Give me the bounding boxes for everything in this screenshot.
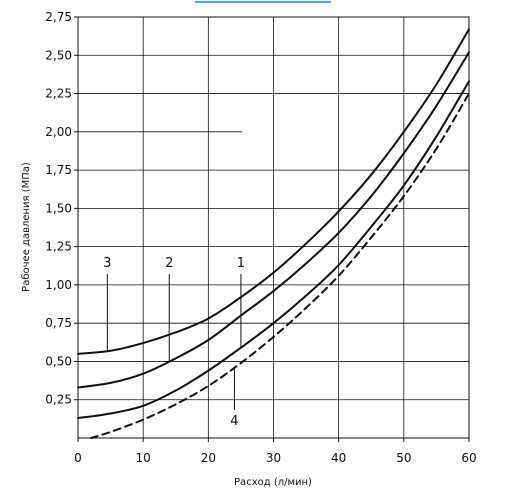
y-tick-label-2,50: 2,50 <box>45 48 72 62</box>
annotation-label-3: 3 <box>103 256 111 271</box>
annotation-group: 3 2 1 4 <box>103 256 245 429</box>
y-tick-label-2,75: 2,75 <box>45 10 72 24</box>
x-tick-label-40: 40 <box>331 451 346 465</box>
top-accent-line <box>195 1 331 3</box>
y-tick-label-1,00: 1,00 <box>45 278 72 292</box>
series-line-1 <box>77 80 470 420</box>
annotation-label-1: 1 <box>237 256 245 271</box>
grid-lines <box>78 17 469 438</box>
y-tick-label-0,50: 0,50 <box>45 354 72 368</box>
series-group <box>77 28 470 439</box>
y-axis-title: Рабочее давления (МПа) <box>21 162 32 292</box>
y-tick-label-2,25: 2,25 <box>45 87 72 101</box>
y-tick-label-1,50: 1,50 <box>45 201 72 215</box>
axis-group: 0 10 20 30 40 50 60 0,25 0,50 0,75 1,00 1,25 1,50 1,7… <box>45 10 476 465</box>
x-tick-label-10: 10 <box>136 451 151 465</box>
x-tick-label-60: 60 <box>461 451 476 465</box>
y-tick-label-0,75: 0,75 <box>45 316 72 330</box>
annotation-label-2: 2 <box>165 256 173 271</box>
y-tick-label-1,75: 1,75 <box>45 163 72 177</box>
x-tick-label-30: 30 <box>266 451 281 465</box>
x-tick-label-0: 0 <box>74 451 82 465</box>
x-axis-title: Расход (л/мин) <box>234 477 312 488</box>
x-tick-label-20: 20 <box>201 451 216 465</box>
y-tick-label-2,00: 2,00 <box>45 125 72 139</box>
series-line-2 <box>77 51 470 389</box>
y-tick-label-0,25: 0,25 <box>45 393 72 407</box>
x-tick-label-50: 50 <box>396 451 411 465</box>
series-line-3 <box>77 28 470 355</box>
y-tick-label-1,25: 1,25 <box>45 240 72 254</box>
series-line-4 <box>90 92 470 439</box>
annotation-label-4: 4 <box>230 414 238 429</box>
